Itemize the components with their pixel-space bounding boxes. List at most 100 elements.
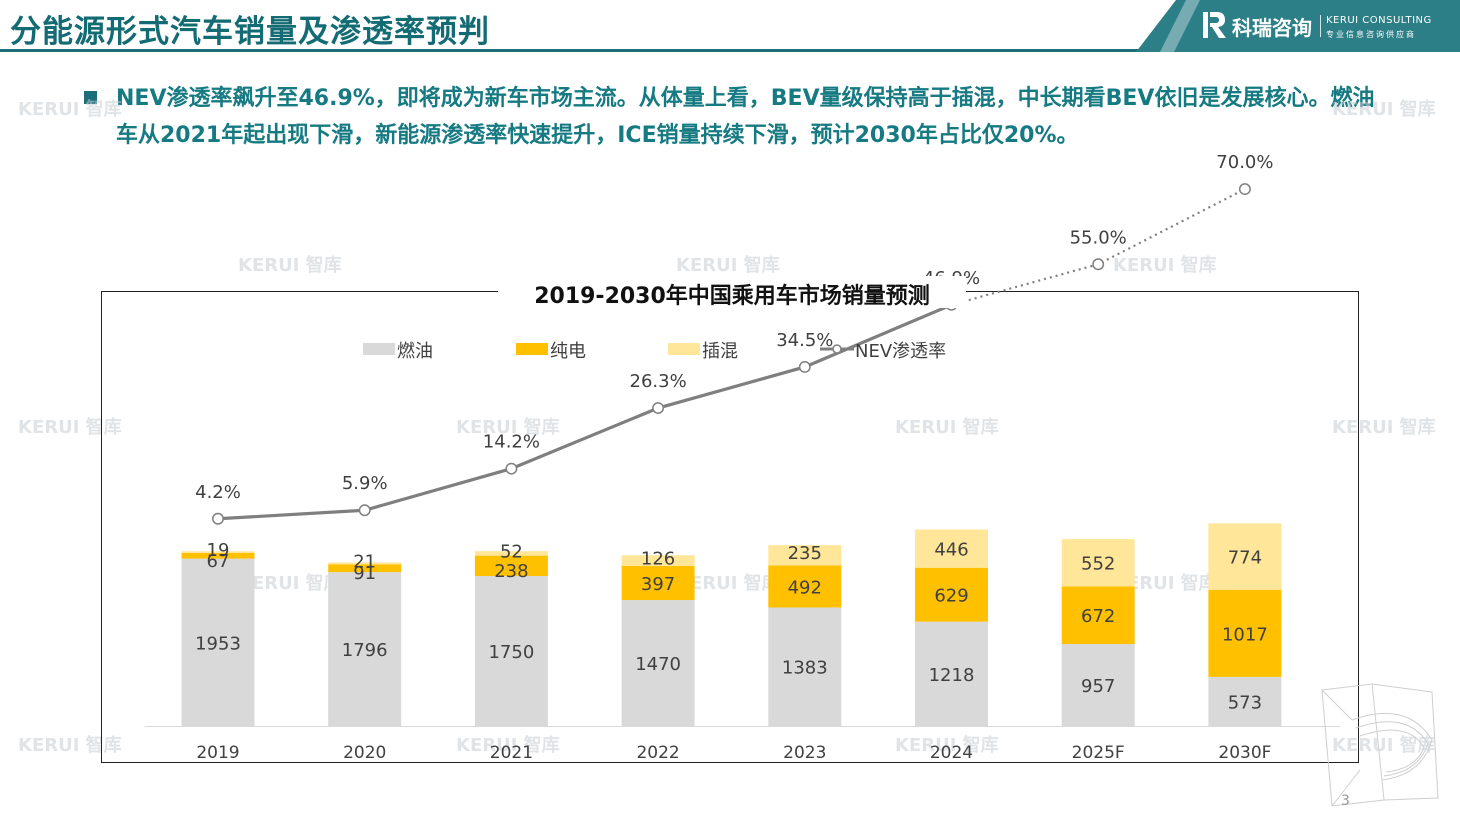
bar-value-label: 552 (1081, 554, 1115, 575)
x-tick-label: 2023 (783, 743, 826, 763)
bar-value-label: 1750 (488, 642, 534, 663)
brand-tagline: 专业信息咨询供应商 (1326, 30, 1416, 39)
brand-panel (1136, 0, 1460, 52)
watermark: KERUI 智库 (676, 573, 780, 594)
brand-en: KERUI CONSULTING (1326, 15, 1432, 26)
bar-value-label: 235 (788, 543, 822, 564)
watermark: KERUI 智库 (238, 255, 342, 276)
bar-纯电 (915, 567, 988, 622)
x-tick-label: 2021 (490, 743, 533, 763)
bar-插混 (181, 551, 255, 553)
brand-name: 科瑞咨询 (1232, 16, 1312, 40)
watermark: KERUI 智库 (456, 417, 560, 438)
bar-纯电 (768, 565, 842, 608)
nev-rate-label: 5.9% (342, 473, 388, 494)
watermark: KERUI 智库 (1113, 255, 1217, 276)
x-tick-label: 2030F (1218, 743, 1271, 763)
bar-value-label: 1218 (929, 665, 975, 686)
brand-divider (1320, 15, 1321, 37)
watermark: KERUI 智库 (895, 417, 999, 438)
bar-value-label: 629 (934, 586, 968, 607)
watermark: KERUI 智库 (895, 735, 999, 756)
legend-label: 燃油 (397, 341, 433, 362)
watermark: KERUI 智库 (1332, 417, 1436, 438)
bar-燃油 (1061, 643, 1135, 726)
watermark: KERUI 智库 (456, 735, 560, 756)
nev-rate-label: 34.5% (776, 330, 833, 351)
bar-value-label: 397 (641, 574, 675, 595)
bar-value-label: 1383 (782, 658, 828, 679)
legend-swatch (516, 343, 548, 355)
nev-rate-label: 55.0% (1070, 227, 1127, 248)
title-underline (0, 49, 1160, 52)
bar-纯电 (474, 555, 548, 577)
bar-value-label: 573 (1228, 692, 1262, 713)
brand-logo-icon (1203, 12, 1226, 38)
nev-point (652, 402, 665, 414)
watermark: KERUI 智库 (18, 99, 122, 120)
chart-title: 2019-2030年中国乘用车市场销量预测 (534, 284, 930, 309)
bar-插混 (474, 551, 548, 556)
page-title: 分能源形式汽车销量及渗透率预判 (10, 14, 490, 50)
watermark: KERUI 智库 (676, 255, 780, 276)
nev-line-solid (217, 303, 953, 521)
x-tick-label: 2019 (196, 743, 239, 763)
bar-插混 (621, 555, 695, 566)
bar-插混 (328, 562, 402, 565)
bar-value-label: 1796 (342, 640, 388, 661)
bullet-square-icon (84, 91, 97, 104)
nev-rate-label: 4.2% (195, 482, 241, 503)
nev-point (798, 361, 811, 373)
x-tick-label: 2020 (343, 743, 386, 763)
nev-rate-label: 70.0% (1216, 152, 1273, 173)
bar-纯电 (1208, 589, 1282, 677)
nev-point (358, 504, 371, 517)
bar-燃油 (768, 607, 842, 726)
nev-point (1092, 258, 1105, 271)
watermark: KERUI 智库 (18, 735, 122, 756)
legend-swatch (668, 343, 700, 355)
bar-插混 (1208, 523, 1282, 590)
bar-value-label: 52 (500, 541, 523, 562)
bar-value-label: 957 (1081, 676, 1115, 697)
bar-插混 (915, 529, 988, 568)
bar-value-label: 492 (788, 577, 822, 598)
summary-text: NEV渗透率飙升至46.9%，即将成为新车市场主流。从体量上看，BEV量级保持高… (116, 86, 1375, 148)
bar-纯电 (328, 564, 402, 573)
bar-插混 (768, 545, 842, 566)
bar-插混 (1061, 539, 1135, 587)
bar-value-label: 1017 (1222, 624, 1268, 645)
bar-燃油 (474, 576, 548, 726)
bar-value-label: 1953 (195, 633, 241, 654)
decorative-wireframe-icon (1321, 683, 1439, 807)
bar-纯电 (621, 565, 695, 601)
bar-value-label: 446 (934, 540, 968, 561)
bar-燃油 (621, 600, 695, 726)
nev-point (212, 512, 224, 525)
page-number: 3 (1341, 793, 1350, 809)
legend-label: 插混 (702, 341, 738, 362)
x-tick-label: 2025F (1072, 743, 1125, 763)
bar-纯电 (1061, 586, 1135, 644)
nev-point (505, 462, 518, 475)
bar-value-label: 672 (1081, 606, 1115, 627)
bar-value-label: 67 (207, 551, 230, 572)
watermark: KERUI 智库 (1332, 735, 1436, 756)
bar-燃油 (1208, 676, 1282, 726)
legend-label: 纯电 (550, 341, 586, 362)
bar-燃油 (915, 621, 988, 726)
bar-value-label: 21 (353, 551, 376, 572)
bar-燃油 (328, 572, 402, 726)
x-tick-label: 2022 (636, 743, 679, 763)
bar-value-label: 774 (1228, 548, 1262, 569)
nev-point (1238, 183, 1251, 196)
watermark: KERUI 智库 (1113, 573, 1217, 594)
chart-title-background (498, 276, 966, 308)
nev-rate-label: 14.2% (483, 432, 540, 453)
bar-value-label: 19 (207, 540, 230, 561)
watermark: KERUI 智库 (1332, 99, 1436, 120)
legend-line-marker (832, 344, 842, 354)
watermark: KERUI 智库 (238, 573, 342, 594)
